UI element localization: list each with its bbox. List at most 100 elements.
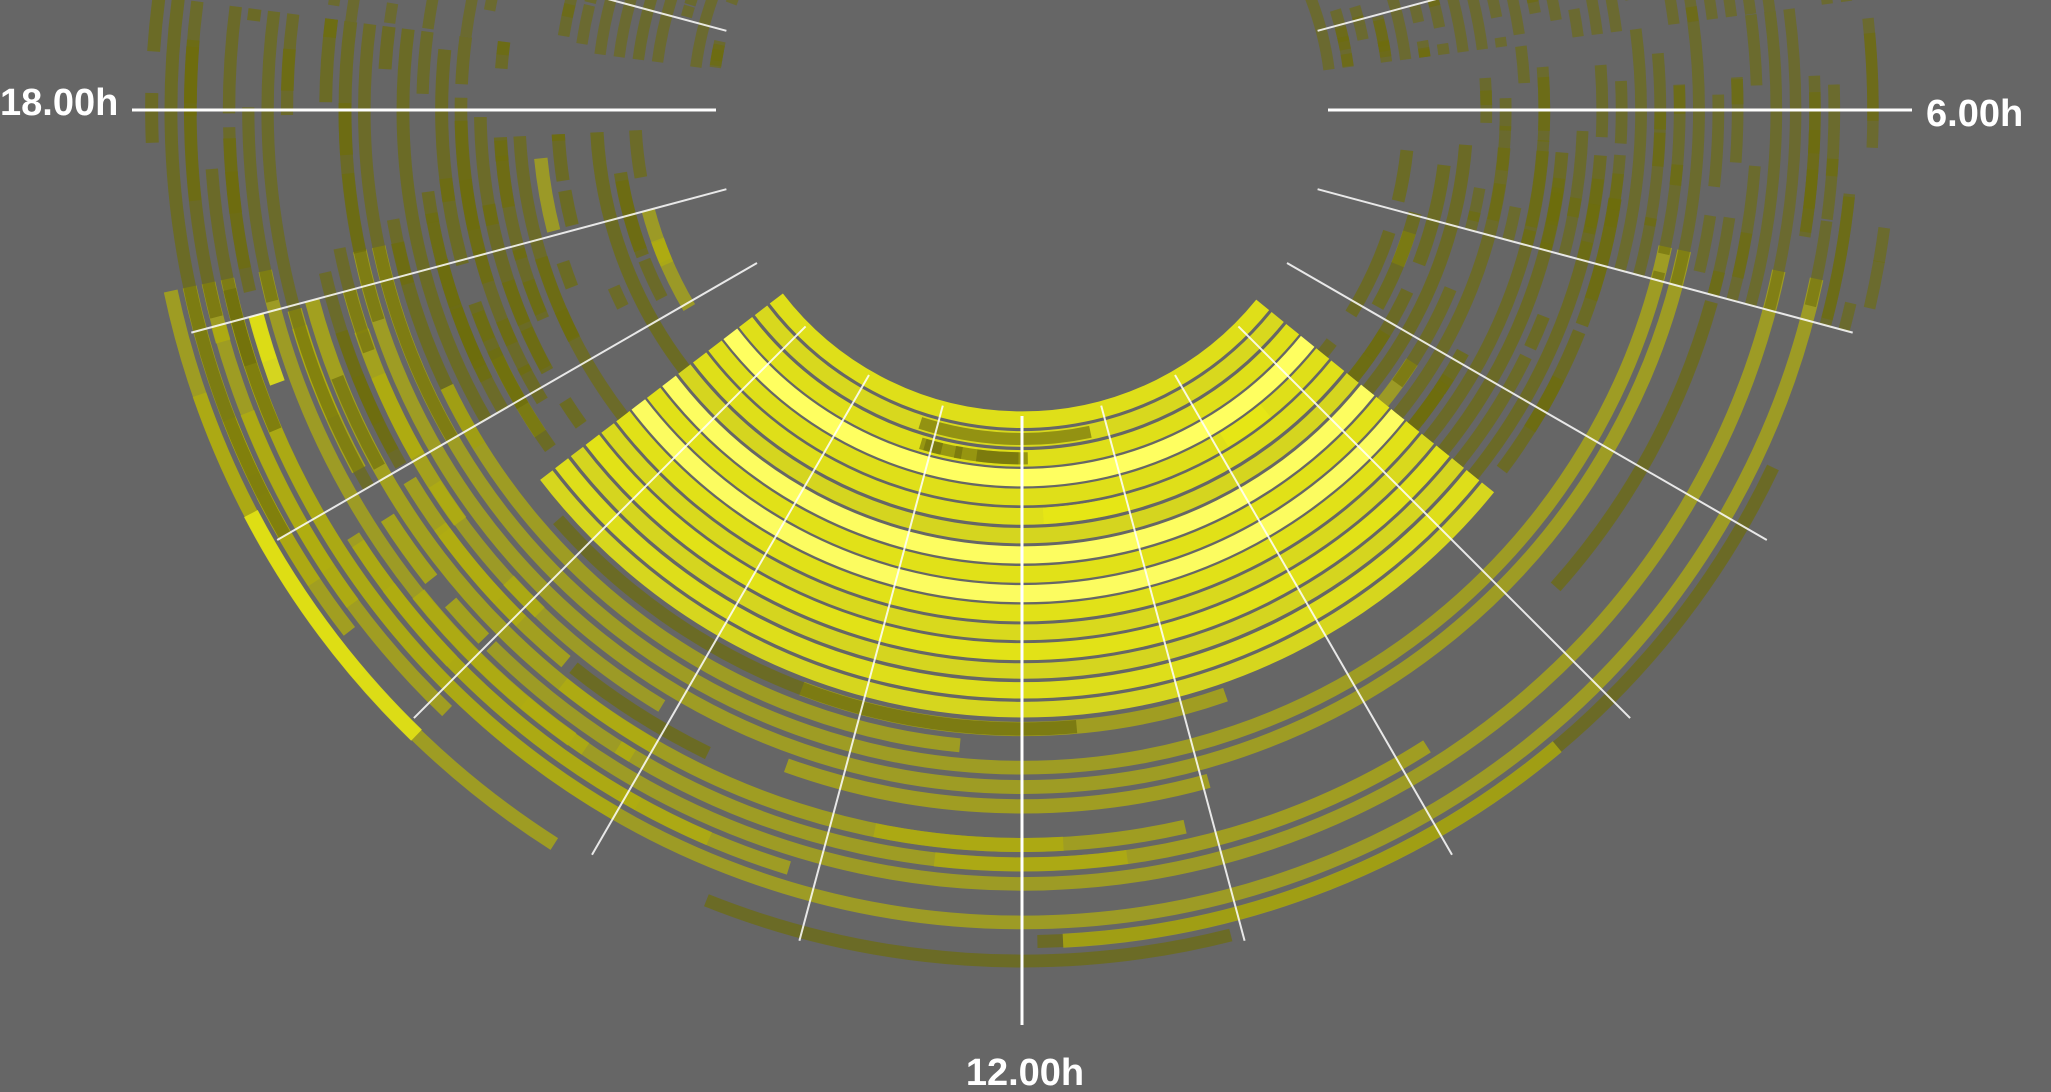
activity-arc [680,4,695,19]
hour-spoke-8 [1286,262,1768,541]
activity-arc [358,23,458,442]
activity-arc [338,20,358,156]
activity-arc [1502,205,1522,242]
activity-arc [692,352,1345,525]
activity-arc [631,399,1405,603]
activity-arc [1447,0,1469,53]
activity-arc [378,25,396,70]
activity-arc [1594,64,1609,138]
activity-arc [1524,313,1550,351]
hour-spoke-16 [276,262,758,541]
hour-label-12: 12.00h [966,1052,1084,1092]
activity-arc [341,172,385,323]
activity-arc [333,247,375,354]
activity-arc [386,218,414,286]
activity-arc [723,328,1315,487]
hour-spoke-17 [191,188,727,334]
activity-arc [1804,220,1833,308]
activity-arc [1614,80,1628,144]
activity-arc [1863,260,1885,310]
activity-arc [495,155,528,261]
activity-arc [1731,78,1744,105]
activity-arc [590,131,690,374]
activity-arc [1838,301,1857,332]
hour-spoke-14 [591,374,870,856]
hour-label-18: 18.00h [0,82,118,124]
activity-arc [242,107,279,303]
activity-arc [1744,10,1783,307]
activity-arc [183,106,223,319]
activity-arc [1062,741,1562,948]
activity-arc [1337,35,1354,67]
activity-arc [1526,0,1541,15]
activity-arc [1354,24,1369,41]
activity-arc [416,30,434,94]
activity-arc [1614,28,1647,272]
activity-arc [1526,0,1539,4]
activity-arc [561,2,576,18]
activity-arc [556,260,579,290]
activity-arc [1723,0,1738,18]
activity-arc [1317,338,1337,358]
activity-arc [1763,8,1802,312]
activity-arc [975,449,1019,465]
activity-arc [1219,404,1271,447]
activity-arc [496,41,511,56]
activity-arc [522,278,547,316]
activity-arc [601,423,1435,641]
activity-arc [613,171,647,253]
activity-arc [1453,353,1532,467]
activity-arc [1377,39,1392,58]
hour-spoke-9 [1237,325,1631,719]
activity-arc [1550,300,1718,592]
hour-spoke-7 [1317,188,1853,334]
activity-arc [607,284,629,310]
activity-arc [1363,288,1414,361]
activity-arc [435,48,456,203]
activity-arc [709,48,724,67]
activity-arc [1391,149,1414,203]
activity-arc [261,10,375,491]
activity-arc [319,18,338,103]
activity-arc [1536,66,1551,132]
activity-arc [331,375,385,470]
activity-arc [280,48,296,91]
activity-arc [1546,0,1562,22]
activity-arc [164,0,291,539]
activity-arc [1409,4,1425,24]
activity-arc [460,0,478,38]
activity-arc [725,0,739,6]
activity-arc [1042,494,1130,524]
hour-spoke-19 [607,0,727,32]
activity-arc [1651,270,1666,282]
activity-arc [1745,13,1763,86]
activity-arc [1392,286,1457,388]
hour-spoke-5 [1317,0,1437,32]
activity-arc [240,410,359,608]
activity-arc [540,470,1495,718]
hour-label-6: 6.00h [1926,93,2023,135]
activity-arc [569,662,711,760]
activity-arc [576,3,595,45]
activity-arc [1586,0,1604,36]
activity-arc [412,589,577,746]
activity-arc [1418,47,1431,58]
activity-arc [1412,164,1451,267]
activity-arc [247,8,262,22]
activity-arc [1703,0,1718,20]
activity-arc [222,5,242,114]
activity-arc [1362,144,1473,395]
activity-arc [1520,228,1537,247]
activity-arc [1584,203,1601,229]
activity-arc [1407,379,1450,431]
hour-spoke-10 [1174,374,1453,856]
activity-arc [678,364,1359,544]
activity-arc [483,0,498,12]
activity-arc [1670,20,1705,287]
activity-arc [1568,8,1584,38]
activity-arc [440,383,961,753]
activity-arc [1494,36,1508,48]
activity-arc [1673,85,1686,114]
hour-spoke-11 [1100,405,1246,941]
